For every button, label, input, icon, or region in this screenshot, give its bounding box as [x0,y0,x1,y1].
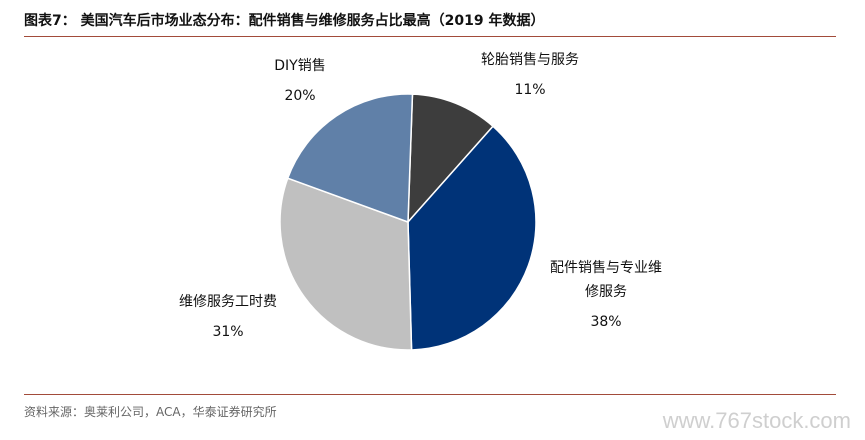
pie-slice [407,93,495,225]
source-divider [24,394,836,395]
pie-slice [407,125,537,351]
slice-value-label: 38% [590,314,621,330]
chart-title: 图表7： 美国汽车后市场业态分布：配件销售与维修服务占比最高（2019 年数据） [24,13,545,29]
slice-value-label: 11% [514,82,545,98]
slice-label: 配件销售与专业维 [550,260,662,276]
pie-slice [279,177,413,351]
title-divider [24,36,836,37]
source-note: 资料来源：奥莱利公司，ACA，华泰证券研究所 [24,405,277,419]
slice-label: 修服务 [585,284,627,300]
watermark: www.767stock.com [662,408,851,433]
slice-value-label: 31% [212,324,243,340]
pie-slice [286,93,414,224]
slice-value-label: 20% [284,88,315,104]
slice-label: 轮胎销售与服务 [481,52,579,68]
slice-label: DIY销售 [274,58,325,74]
slice-label: 维修服务工时费 [179,294,277,310]
